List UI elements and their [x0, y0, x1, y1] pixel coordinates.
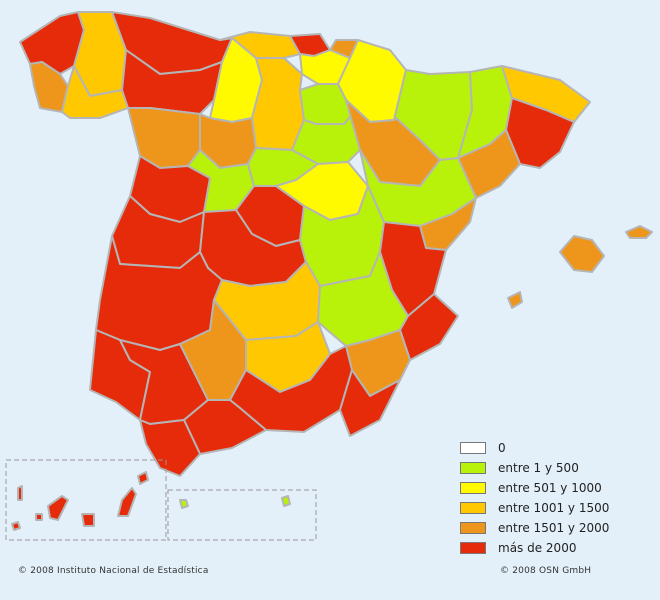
legend-swatch	[460, 522, 486, 534]
legend-swatch	[460, 502, 486, 514]
legend-item: entre 501 y 1000	[460, 478, 609, 498]
island-gran-canaria[interactable]	[81, 513, 95, 527]
legend-label: entre 1001 y 1500	[498, 501, 610, 515]
legend-item: entre 1 y 500	[460, 458, 609, 478]
melilla[interactable]	[281, 495, 291, 507]
ceuta-melilla-inset-frame	[167, 489, 317, 541]
province-menorca[interactable]	[625, 225, 653, 239]
island-lanzarote[interactable]	[137, 471, 149, 485]
province-burgos[interactable]	[251, 57, 305, 151]
province-ibiza[interactable]	[507, 291, 523, 309]
province-cadiz[interactable]	[139, 419, 201, 477]
province-almeria[interactable]	[339, 369, 401, 437]
legend-swatch	[460, 542, 486, 554]
island-tenerife[interactable]	[47, 495, 69, 521]
legend-label: entre 1 y 500	[498, 461, 579, 475]
legend-item: entre 1001 y 1500	[460, 498, 609, 518]
ceuta[interactable]	[179, 499, 189, 509]
credit-ine: © 2008 Instituto Nacional de Estadística	[18, 566, 209, 576]
legend-item: más de 2000	[460, 538, 609, 558]
legend-item: entre 1501 y 2000	[460, 518, 609, 538]
island-fuerteventura[interactable]	[117, 487, 137, 517]
legend-label: más de 2000	[498, 541, 577, 555]
province-leon[interactable]	[121, 49, 223, 115]
canarias-inset-frame	[5, 459, 167, 541]
legend-label: entre 501 y 1000	[498, 481, 602, 495]
legend-label: 0	[498, 441, 506, 455]
legend-swatch	[460, 482, 486, 494]
legend-swatch	[460, 462, 486, 474]
island-el-hierro[interactable]	[11, 521, 21, 531]
legend-label: entre 1501 y 2000	[498, 521, 610, 535]
island-la-gomera[interactable]	[35, 513, 43, 521]
legend-item: 0	[460, 438, 609, 458]
province-mallorca[interactable]	[559, 235, 605, 273]
legend-swatch	[460, 442, 486, 454]
credit-osn: © 2008 OSN GmbH	[500, 566, 592, 576]
island-la-palma[interactable]	[17, 485, 23, 501]
province-malaga[interactable]	[183, 399, 267, 455]
legend: 0 entre 1 y 500 entre 501 y 1000 entre 1…	[460, 438, 609, 558]
